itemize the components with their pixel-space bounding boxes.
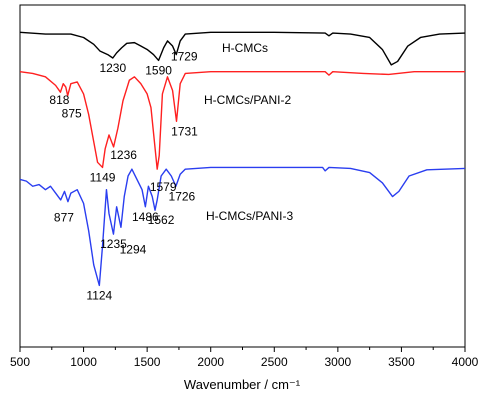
peak-label: 875 [62, 107, 82, 121]
peak-label: 1149 [90, 170, 116, 184]
series-label-1: H-CMCs [222, 41, 268, 55]
series-label-2: H-CMCs/PANI-2 [204, 93, 291, 107]
peak-label: 818 [49, 93, 69, 107]
series-label-3: H-CMCs/PANI-3 [206, 209, 293, 223]
peak-label: 1590 [145, 63, 172, 77]
peak-label: 1731 [171, 124, 198, 138]
peak-label: 1562 [148, 213, 175, 227]
series-labels: H-CMCs H-CMCs/PANI-2 H-CMCs/PANI-3 [204, 41, 293, 223]
x-tick-label: 1500 [134, 355, 161, 369]
x-tick-label: 2000 [197, 355, 224, 369]
peak-label: 1235 [100, 237, 127, 251]
x-axis-label: Wavenumber / cm⁻¹ [184, 377, 301, 392]
peak-label: 1230 [99, 61, 126, 75]
peak-label: 1236 [110, 148, 137, 162]
peak-label: 1726 [169, 189, 196, 203]
peak-label: 877 [54, 211, 74, 225]
x-tick-label: 2500 [261, 355, 288, 369]
x-tick-label: 3500 [388, 355, 415, 369]
peak-label: 1294 [120, 242, 147, 256]
x-tick-label: 4000 [452, 355, 479, 369]
peak-label: 1124 [86, 288, 112, 302]
peak-label: 1486 [132, 210, 159, 224]
peak-label: 1729 [171, 50, 198, 64]
series-line-3 [19, 166, 466, 287]
x-tick-label: 500 [10, 355, 30, 369]
x-tick-label: 3000 [325, 355, 352, 369]
series-lines [19, 31, 466, 287]
x-axis-ticks [19, 347, 466, 352]
x-axis-tick-labels: 500 1000 1500 2000 2500 3000 3500 4000 [10, 355, 479, 369]
peak-label: 1579 [150, 180, 177, 194]
series-line-1 [19, 31, 466, 66]
x-tick-label: 1000 [70, 355, 97, 369]
series-line-2 [19, 70, 465, 170]
